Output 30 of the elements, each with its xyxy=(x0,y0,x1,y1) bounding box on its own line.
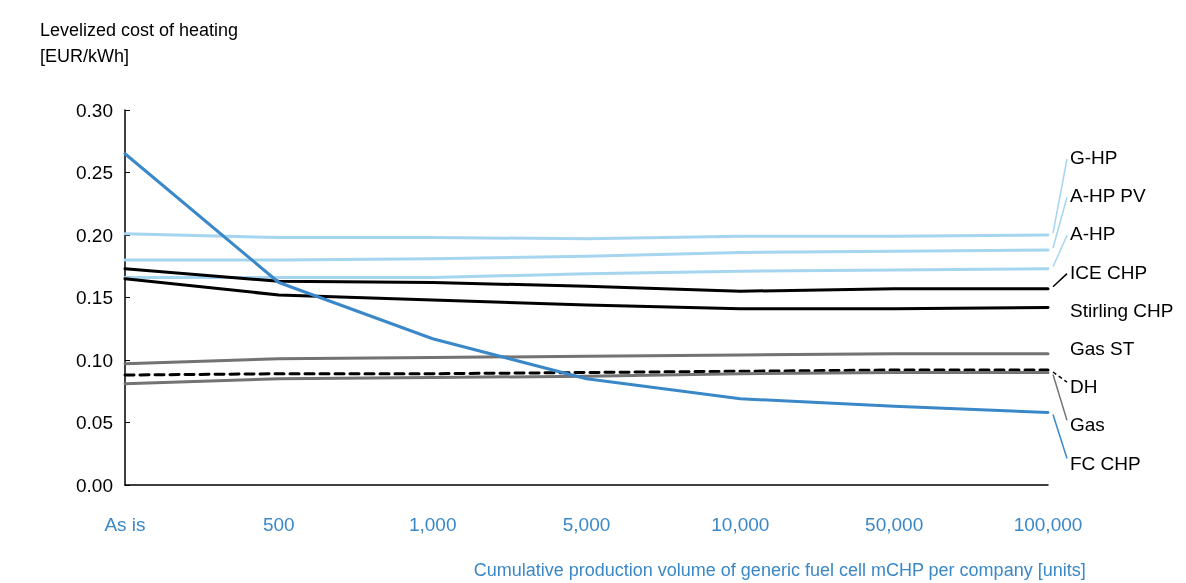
series-label: ICE CHP xyxy=(1070,261,1148,283)
x-tick-label: 1,000 xyxy=(408,514,457,535)
x-tick-label: 10,000 xyxy=(711,514,770,535)
series-label: Gas ST xyxy=(1070,338,1135,359)
x-tick-label: 500 xyxy=(262,514,295,535)
text: A-HP PV xyxy=(1070,185,1146,207)
line-series xyxy=(123,152,1050,414)
line-series xyxy=(123,352,1050,366)
line-series xyxy=(123,248,1050,262)
x-tick-label: 50,000 xyxy=(865,514,924,535)
x-tick-label: As is xyxy=(104,514,146,535)
series-label: A-HP xyxy=(1070,223,1116,245)
y-tick-label: 0.10 xyxy=(76,349,113,371)
y-tick-label: 0.00 xyxy=(76,474,113,496)
series-label: Stirling CHP xyxy=(1070,299,1174,321)
y-tick-label: 0.20 xyxy=(76,224,113,246)
x-axis-title: Cumulative production volume of generic fuel cell mCHP per company [units] xyxy=(473,560,1086,580)
line-series xyxy=(123,267,1050,279)
text: Gas xyxy=(1070,414,1105,436)
y-tick-label: 0.05 xyxy=(76,412,113,433)
text: G-HP xyxy=(1070,147,1118,168)
x-tick-label: 100,000 xyxy=(1013,514,1083,535)
legend-label: FC CHP xyxy=(1070,452,1141,474)
line-series xyxy=(123,371,1050,386)
y-tick-label: 0.25 xyxy=(76,162,113,183)
legend-label: DH xyxy=(1070,376,1098,398)
y-tick-label: 0.15 xyxy=(76,287,113,308)
y-axis-title: Levelized cost of heating [EUR/kWh] xyxy=(40,20,239,66)
x-tick-label: 5,000 xyxy=(562,514,611,535)
y-tick-label: 0.30 xyxy=(76,99,113,121)
